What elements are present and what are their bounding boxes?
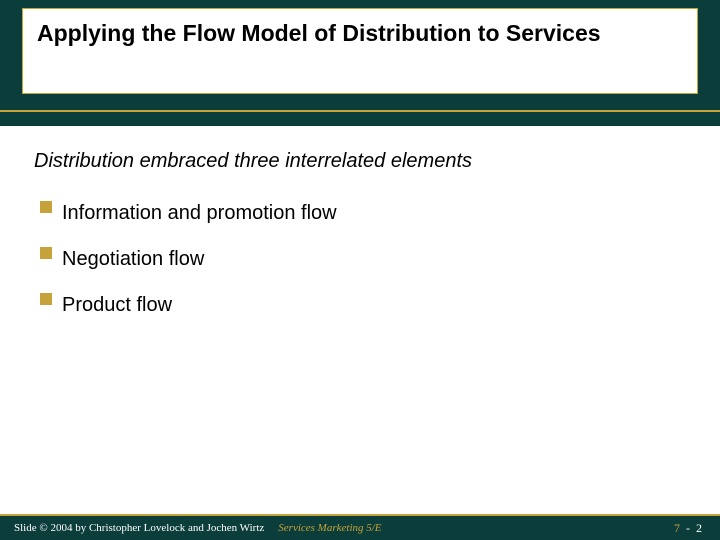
slide-subtitle: Distribution embraced three interrelated… xyxy=(34,150,686,173)
bullet-text: Information and promotion flow xyxy=(62,202,337,224)
title-box: Applying the Flow Model of Distribution … xyxy=(22,8,698,94)
square-bullet-icon xyxy=(40,201,52,213)
list-item: Product flow xyxy=(40,293,686,317)
bullet-list: Information and promotion flow Negotiati… xyxy=(34,201,686,317)
book-title: Services Marketing 5/E xyxy=(278,522,381,534)
slide-footer: Slide © 2004 by Christopher Lovelock and… xyxy=(0,514,720,540)
slide-title: Applying the Flow Model of Distribution … xyxy=(37,19,683,48)
header-divider xyxy=(0,110,720,112)
page-number: 2 xyxy=(696,521,702,536)
chapter-number: 7 xyxy=(674,521,680,536)
page-number-group: 7 - 2 xyxy=(674,521,702,536)
footer-left: Slide © 2004 by Christopher Lovelock and… xyxy=(14,522,382,534)
square-bullet-icon xyxy=(40,293,52,305)
list-item: Information and promotion flow xyxy=(40,201,686,225)
slide: Applying the Flow Model of Distribution … xyxy=(0,0,720,540)
slide-header: Applying the Flow Model of Distribution … xyxy=(0,0,720,126)
square-bullet-icon xyxy=(40,247,52,259)
copyright-text: Slide © 2004 by Christopher Lovelock and… xyxy=(14,522,264,534)
page-separator: - xyxy=(686,521,690,536)
bullet-text: Product flow xyxy=(62,294,172,316)
bullet-text: Negotiation flow xyxy=(62,248,204,270)
list-item: Negotiation flow xyxy=(40,247,686,271)
slide-body: Distribution embraced three interrelated… xyxy=(0,126,720,514)
